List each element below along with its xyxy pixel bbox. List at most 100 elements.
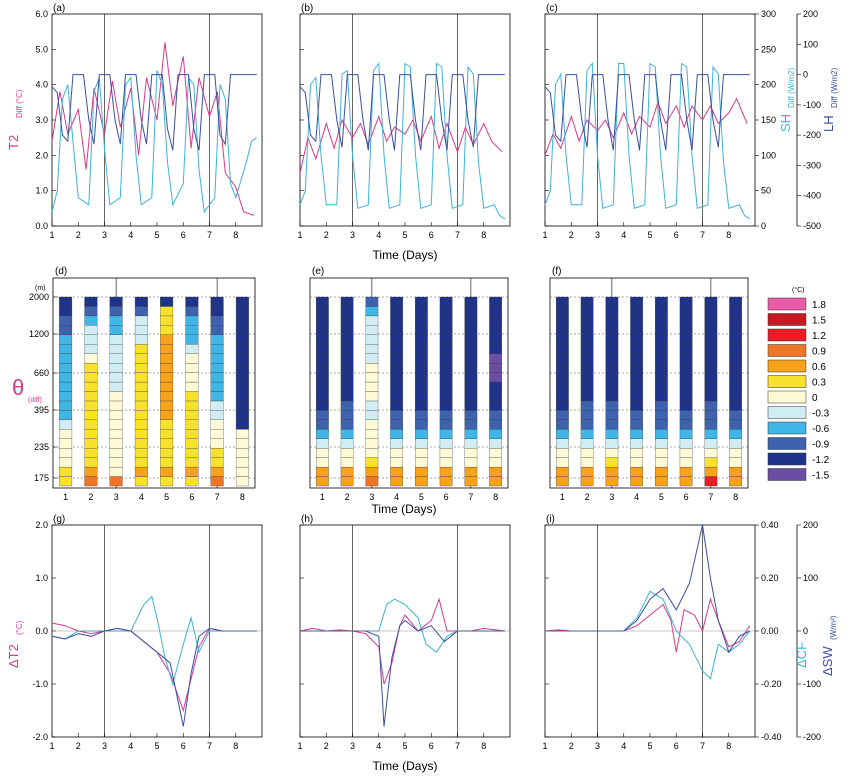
heatmap-cell	[109, 429, 123, 439]
heatmap-cell	[160, 457, 174, 468]
heatmap-cell	[390, 476, 403, 487]
heatmap-cell	[160, 381, 174, 392]
heatmap-cell	[84, 448, 98, 458]
heatmap-cell	[160, 315, 174, 326]
heatmap-cell	[109, 306, 123, 317]
heatmap-cell	[84, 381, 98, 392]
y-axis-title-t2: T2	[6, 135, 21, 150]
heatmap-cell	[390, 391, 403, 402]
heatmap-cell	[210, 400, 224, 411]
heatmap-cell	[185, 353, 199, 364]
legend-label: 1.2	[812, 331, 826, 342]
heatmap-cell	[464, 353, 478, 364]
heatmap-cell	[464, 410, 478, 420]
heatmap-cell	[340, 353, 354, 364]
heatmap-cell	[704, 381, 718, 392]
heatmap-cell	[679, 438, 693, 449]
heatmap-cell	[316, 353, 329, 364]
heatmap-cell	[109, 391, 123, 402]
heatmap-frame	[52, 277, 256, 489]
heatmap-cell	[556, 315, 569, 326]
heatmap-cell	[556, 362, 569, 373]
y-right2-tick-label: 100	[803, 573, 818, 583]
y-tick-label: 4.0	[35, 80, 48, 90]
x-tick-label: 6	[429, 230, 434, 240]
legend-swatch	[767, 390, 807, 404]
heatmap-cell	[316, 410, 329, 420]
t2-series-line	[51, 622, 257, 713]
heatmap-cell	[415, 400, 428, 411]
heatmap-cell	[630, 334, 643, 345]
heatmap-cell	[185, 372, 199, 383]
heatmap-cell	[729, 457, 742, 468]
heatmap-frame	[309, 277, 509, 489]
y-axis-title-dsw-sub: (W/m²)	[829, 615, 838, 640]
y-right2-tick-label: 0	[803, 70, 808, 80]
x-tick-label: 2	[569, 230, 574, 240]
sh-series-line	[299, 62, 506, 220]
heatmap-cell	[185, 429, 199, 439]
heatmap-cell	[580, 344, 594, 354]
heatmap-cell	[580, 429, 594, 439]
heatmap-cell	[185, 325, 199, 335]
heatmap-cell	[439, 362, 453, 373]
heatmap-cell	[84, 372, 98, 383]
sh-series-line	[545, 590, 751, 680]
heatmap-cell	[210, 306, 224, 317]
heatmap-cell	[340, 410, 354, 420]
heatmap-cell	[185, 476, 199, 487]
heatmap-cell	[464, 362, 478, 373]
heatmap-cell	[556, 344, 569, 354]
x-tick-label: 3	[609, 492, 614, 502]
legend-label: -1.5	[812, 471, 830, 482]
heatmap-cell	[109, 419, 123, 430]
heatmap-cell	[630, 306, 643, 317]
heatmap-cell	[365, 362, 379, 373]
heatmap-cell	[415, 353, 428, 364]
heatmap-cell	[605, 344, 619, 354]
x-tick-label: 5	[164, 492, 169, 502]
heatmap-cell	[160, 429, 174, 439]
heatmap-cell	[415, 457, 428, 468]
heatmap-cell	[134, 448, 148, 458]
heatmap-cell	[415, 372, 428, 383]
heatmap-cell	[556, 448, 569, 458]
heatmap-cell	[134, 315, 148, 326]
heatmap-cell	[556, 391, 569, 402]
heatmap-cell	[704, 476, 718, 487]
heatmap-cell	[580, 457, 594, 468]
x-tick-label: 3	[350, 230, 355, 240]
heatmap-cell	[316, 448, 329, 458]
heatmap-cell	[464, 438, 478, 449]
heatmap-cell	[679, 306, 693, 317]
heatmap-cell	[655, 466, 668, 477]
heatmap-cell	[390, 457, 403, 468]
y-right2-tick-label: -200	[803, 732, 821, 742]
heatmap-cell	[655, 344, 668, 354]
heatmap-cell	[679, 457, 693, 468]
heatmap-cell	[235, 315, 249, 326]
y-tick-label: 1.0	[35, 573, 48, 583]
heatmap-cell	[729, 466, 742, 477]
heatmap-cell	[316, 476, 329, 487]
heatmap-cell	[316, 315, 329, 326]
heatmap-cell	[365, 296, 379, 307]
heatmap-cell	[580, 353, 594, 364]
heatmap-cell	[464, 466, 478, 477]
plot-frame	[299, 13, 511, 227]
panel-label: (c)	[546, 3, 558, 14]
x-tick-label: 7	[700, 741, 705, 751]
sh-series-line	[51, 70, 258, 214]
heatmap-cell	[489, 476, 502, 487]
panel-label: (g)	[53, 514, 65, 525]
heatmap-cell	[185, 410, 199, 420]
heatmap-cell	[655, 362, 668, 373]
heatmap-cell	[365, 438, 379, 449]
heatmap-cell	[439, 466, 453, 477]
heatmap-cell	[439, 438, 453, 449]
heatmap-cell	[235, 372, 249, 383]
heatmap-cell	[556, 429, 569, 439]
heatmap-cell	[84, 466, 98, 477]
heatmap-cell	[679, 344, 693, 354]
heatmap-cell	[415, 429, 428, 439]
